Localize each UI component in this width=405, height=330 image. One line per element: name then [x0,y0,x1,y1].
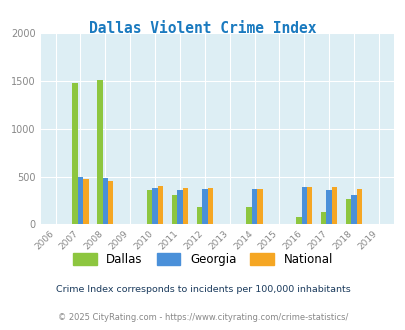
Bar [246,207,251,224]
Bar [350,195,356,224]
Bar [202,189,207,224]
Bar [171,195,177,224]
Bar [345,199,350,224]
Bar [301,186,306,224]
Bar [97,81,102,224]
Bar [102,179,108,224]
Bar [147,190,152,224]
Bar [108,181,113,224]
Bar [152,187,158,224]
Bar [320,212,326,224]
Bar [295,217,301,224]
Bar [196,207,202,224]
Bar [331,186,337,224]
Bar [83,179,88,224]
Bar [77,177,83,224]
Bar [326,190,331,224]
Bar [356,188,361,224]
Bar [251,189,257,224]
Text: Dallas Violent Crime Index: Dallas Violent Crime Index [89,21,316,36]
Text: Crime Index corresponds to incidents per 100,000 inhabitants: Crime Index corresponds to incidents per… [55,285,350,294]
Bar [177,190,182,224]
Bar [207,187,213,224]
Bar [158,186,163,224]
Bar [306,187,312,224]
Bar [72,83,77,224]
Bar [182,188,188,224]
Bar [257,189,262,224]
Text: © 2025 CityRating.com - https://www.cityrating.com/crime-statistics/: © 2025 CityRating.com - https://www.city… [58,313,347,322]
Legend: Dallas, Georgia, National: Dallas, Georgia, National [67,247,338,272]
